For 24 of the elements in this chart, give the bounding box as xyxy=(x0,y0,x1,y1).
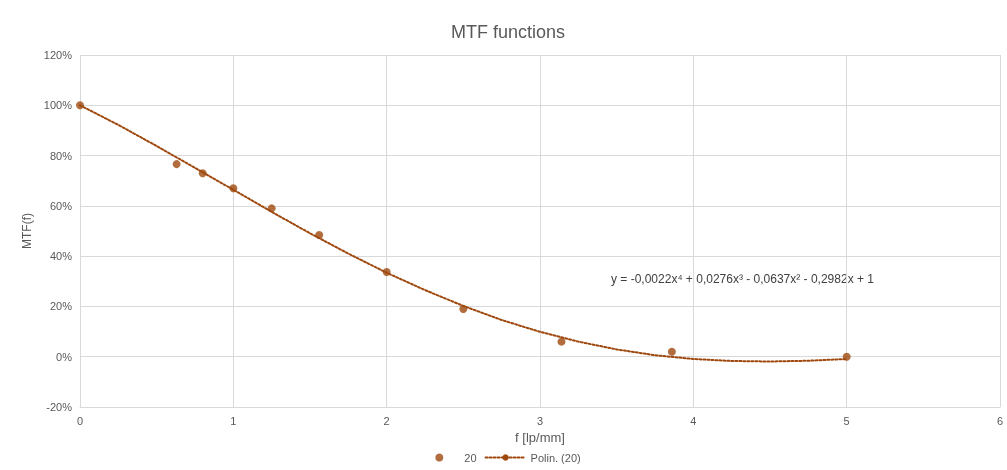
legend-label: Polin. (20) xyxy=(530,451,581,464)
x-tick-label: 3 xyxy=(536,414,544,427)
y-tick-label: -20% xyxy=(46,401,73,413)
y-tick-label: 20% xyxy=(49,300,73,313)
y-tick-label: 40% xyxy=(49,250,73,263)
point xyxy=(172,160,181,169)
x-tick-label: 4 xyxy=(690,414,697,427)
y-tick-label: 120% xyxy=(43,49,73,61)
legend-label: 20 xyxy=(464,451,477,464)
y-tick-label: 0% xyxy=(56,350,73,363)
x-tick-label: 1 xyxy=(230,414,237,427)
x-tick-label: 0 xyxy=(76,414,84,427)
y-tick-label: 100% xyxy=(43,99,73,112)
y-tick-label: 60% xyxy=(49,199,73,212)
y-tick-label: 80% xyxy=(49,149,73,162)
x-tick-label: 6 xyxy=(996,414,1004,427)
point xyxy=(557,337,566,346)
annotation: y = -0,0022x⁴ + 0,0276x³ - 0,0637x² - 0,2982x + 1 xyxy=(611,272,875,286)
chart-title: MTF functions xyxy=(450,22,566,42)
x-tick-label: 5 xyxy=(843,414,850,427)
point xyxy=(667,347,676,356)
y-axis-title: MTF(f) xyxy=(19,213,34,249)
x-axis-title: f [lp/mm] xyxy=(515,429,565,445)
x-tick-label: 2 xyxy=(383,414,390,427)
